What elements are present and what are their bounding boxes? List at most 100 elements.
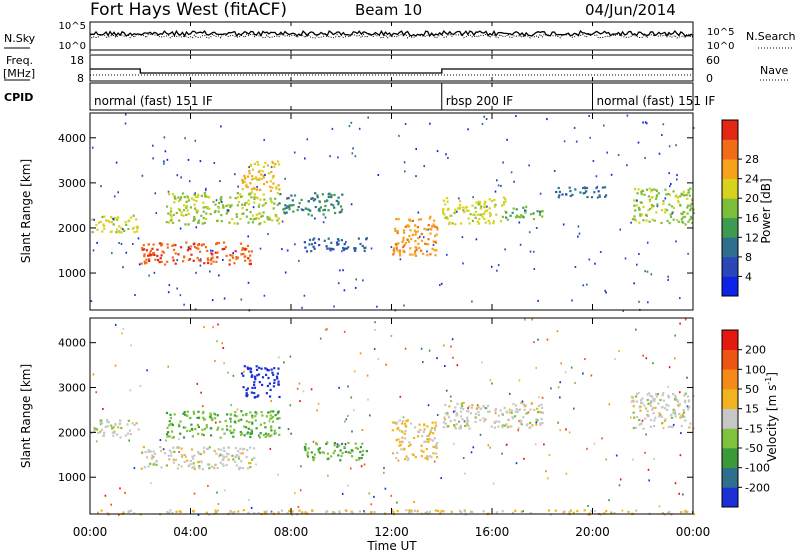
power-cell (260, 178, 263, 181)
power-cell (148, 252, 151, 255)
power-cell (197, 193, 200, 196)
power-cell (254, 217, 257, 220)
power-cell (687, 188, 690, 192)
power-cell (334, 211, 337, 215)
velocity-speckle (648, 479, 650, 482)
velocity-cell (535, 423, 538, 426)
power-speckle (259, 247, 262, 250)
velocity-speckle (248, 499, 250, 502)
velocity-cell (251, 458, 254, 461)
velocity-cell (243, 425, 246, 428)
velocity-cell (251, 423, 254, 426)
velocity-cell (396, 427, 399, 431)
velocity-cell (444, 412, 447, 415)
velocity-cell (522, 416, 525, 419)
power-cell (262, 193, 265, 196)
velocity-cell (93, 429, 96, 432)
velocity-cell (392, 511, 395, 514)
power-cell (481, 215, 484, 218)
power-cell (406, 225, 409, 228)
time-tick-label: 20:00 (575, 525, 610, 539)
velocity-cell (434, 509, 437, 512)
velocity-cell (689, 422, 692, 425)
power-cell (394, 227, 397, 230)
power-speckle (248, 166, 250, 169)
power-speckle (667, 279, 669, 281)
power-cell (318, 200, 321, 204)
power-speckle (293, 151, 296, 154)
velocity-cell (208, 513, 211, 516)
power-cell (541, 215, 544, 218)
power-cell (689, 209, 692, 212)
power-cell (275, 187, 278, 190)
power-speckle (179, 294, 182, 297)
time-tick-label: 16:00 (475, 525, 510, 539)
velocity-cell (447, 416, 451, 419)
velocity-cell (106, 420, 109, 423)
power-cell (167, 221, 171, 224)
velocity-cell (276, 372, 279, 375)
power-speckle (117, 191, 119, 194)
power-speckle (471, 300, 473, 303)
velocity-cell (113, 431, 116, 434)
time-tick-label: 04:00 (173, 525, 208, 539)
velocity-cell (401, 420, 405, 423)
power-cell (502, 196, 505, 199)
velocity-cell (336, 445, 339, 448)
velocity-speckle (336, 443, 339, 446)
velocity-cell (242, 509, 245, 512)
power-cell (635, 204, 638, 207)
power-cell (656, 203, 659, 206)
velocity-cell (194, 428, 197, 431)
velocity-cell (407, 444, 411, 448)
velocity-cell (339, 459, 342, 462)
velocity-cell (266, 369, 269, 372)
power-cell (446, 200, 449, 203)
power-cell (220, 197, 223, 201)
velocity-speckle (522, 510, 524, 513)
power-cell (142, 244, 145, 247)
power-speckle (529, 250, 532, 253)
velocity-cell (243, 365, 246, 368)
velocity-speckle (399, 395, 402, 398)
power-cell (430, 228, 433, 231)
colorbar-segment (722, 428, 738, 449)
velocity-speckle (359, 352, 362, 355)
power-speckle (141, 174, 144, 177)
velocity-cell (240, 460, 243, 463)
power-cell (200, 214, 203, 217)
power-cell (236, 256, 239, 259)
velocity-cell (501, 424, 504, 427)
power-cell (329, 249, 332, 252)
power-speckle (497, 184, 500, 187)
velocity-cell (680, 424, 683, 428)
velocity-cell (249, 367, 253, 370)
power-cell (650, 190, 653, 193)
power-cell (638, 221, 641, 224)
velocity-cell (263, 510, 266, 514)
velocity-cell (408, 441, 411, 444)
power-cell (677, 199, 680, 202)
velocity-panel-frame (89, 317, 694, 515)
power-cell (241, 207, 244, 210)
velocity-speckle (644, 451, 646, 454)
velocity-cell (272, 385, 275, 388)
velocity-cell (429, 429, 432, 432)
velocity-speckle (216, 491, 218, 494)
power-cell (249, 211, 252, 214)
velocity-speckle (632, 458, 634, 461)
power-speckle (417, 211, 420, 214)
velocity-cell (678, 412, 681, 416)
power-cell (484, 201, 487, 204)
power-speckle (404, 170, 406, 173)
power-cell (175, 211, 178, 215)
velocity-speckle (590, 374, 593, 377)
power-speckle (345, 241, 347, 244)
power-cell (517, 215, 520, 218)
power-cell (182, 260, 185, 263)
velocity-cell (180, 447, 183, 450)
velocity-cell (512, 403, 515, 406)
power-cell (429, 232, 432, 235)
velocity-cell (246, 467, 250, 470)
power-cell (182, 214, 185, 217)
